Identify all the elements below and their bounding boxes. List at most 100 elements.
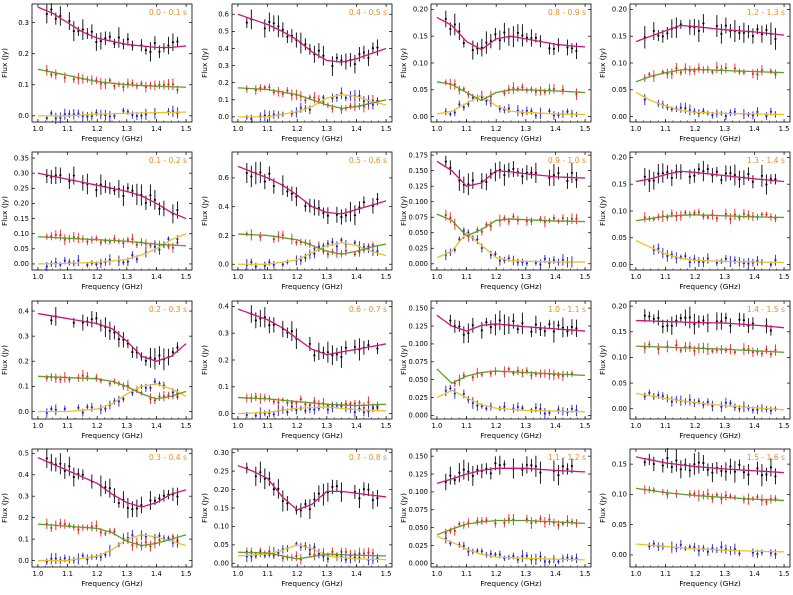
x-tick-label: 1.5 [381,273,392,281]
component_a-data-point [126,82,129,85]
component_a-data-point [263,86,266,89]
y-tick-label: 0.05 [612,379,627,387]
y-tick-label: 0.125 [409,322,428,330]
component_b-data-point [548,560,551,563]
component_b-data-point [335,96,338,99]
total-data-point [769,466,773,469]
x-tick-label: 1.1 [461,422,472,430]
component_a-data-point [774,72,777,76]
component_a-data-point [104,82,107,86]
total-data-point [376,347,379,350]
y-tick-label: 0.15 [612,460,627,468]
x-tick-label: 1.5 [580,570,591,578]
component_b-model-curve [635,91,785,116]
component_a-model-curve [37,523,187,547]
y-tick-label: 0.3 [18,332,29,340]
total-data-point [268,323,271,327]
component_a-data-point [471,376,474,379]
total-data-point [50,8,53,11]
total-data-point [688,175,691,178]
component_b-data-point [362,411,366,414]
total-data-point [371,46,375,50]
component_a-data-point [277,401,280,404]
total-model-curve [37,172,187,220]
component_b-data-point [720,545,723,549]
x-tick-label: 1.3 [520,125,531,133]
component_a-data-point [322,250,325,253]
component_b-data-point [290,405,293,408]
total-data-point [326,214,329,217]
y-tick-label: 0.15 [14,215,29,223]
component_a-data-point [643,216,646,219]
component_a-data-point [99,531,102,534]
total-data-point [153,499,157,502]
component_a-data-point [113,84,116,88]
x-tick-label: 1.3 [121,422,132,430]
total-data-point [54,17,57,20]
y-tick-label: 0.00 [612,405,627,413]
total-data-point [702,22,705,25]
component_a-data-point [149,244,152,247]
x-axis-label: Frequency (GHz) [281,282,343,291]
y-tick-label: 0.1 [18,81,29,89]
x-tick-label: 1.5 [381,125,392,133]
component_b-data-point [50,407,53,410]
y-axis-label: Flux (Jy) [0,196,9,226]
x-tick-label: 1.0 [432,125,443,133]
component_b-data-point [90,115,93,118]
component_a-data-point [50,526,53,529]
component_a-data-point [322,100,325,103]
total-data-point [449,166,452,169]
total-data-point [575,178,578,181]
component_a-data-point [268,86,271,89]
total-data-point [729,324,732,327]
y-tick-label: 0.075 [409,358,428,366]
x-axis-label: Frequency (GHz) [679,431,741,440]
component_a-data-point [367,551,370,554]
component_b-data-point [476,549,479,553]
component_b-data-point [63,259,66,262]
time-window-label: 1.1 - 1.2 s [548,453,586,462]
total-data-point [140,503,143,507]
component_a-model-curve [436,368,586,384]
x-axis-label: Frequency (GHz) [480,579,542,588]
total-data-point [570,171,574,175]
x-tick-label: 1.0 [631,273,642,281]
component_b-model-curve [436,94,586,116]
total-data-point [444,17,447,21]
total-data-point [462,333,465,336]
total-data-point [131,508,134,511]
component_b-data-point [77,112,80,115]
total-data-point [480,329,483,332]
component_a-data-point [697,66,700,70]
total-data-point [652,179,655,182]
total-data-point [774,475,777,478]
total-data-point [90,30,93,33]
total-data-point [760,474,764,477]
total-data-point [95,188,98,192]
total-data-point [724,316,727,319]
total-data-point [104,37,107,40]
total-data-point [543,330,546,333]
component_a-data-point [268,550,271,553]
component_b-data-point [462,392,465,395]
total-data-point [263,27,266,30]
component_a-data-point [158,395,161,398]
component_a-data-point [760,69,764,72]
total-data-point [557,473,560,477]
total-data-point [45,12,48,16]
x-tick-label: 1.2 [292,570,303,578]
total-data-point [715,170,718,173]
y-tick-label: 0.0 [18,557,29,565]
component_a-data-point [149,545,152,548]
plot-frame [231,3,393,123]
component_b-data-point [751,551,755,554]
component_b-data-point [367,410,370,413]
total-data-point [462,41,465,45]
component_b-data-point [304,409,307,412]
y-tick-label: 0.050 [409,524,428,532]
total-data-point [453,23,456,26]
total-data-point [126,38,129,41]
component_a-data-point [557,523,560,527]
component_a-data-point [313,247,316,250]
